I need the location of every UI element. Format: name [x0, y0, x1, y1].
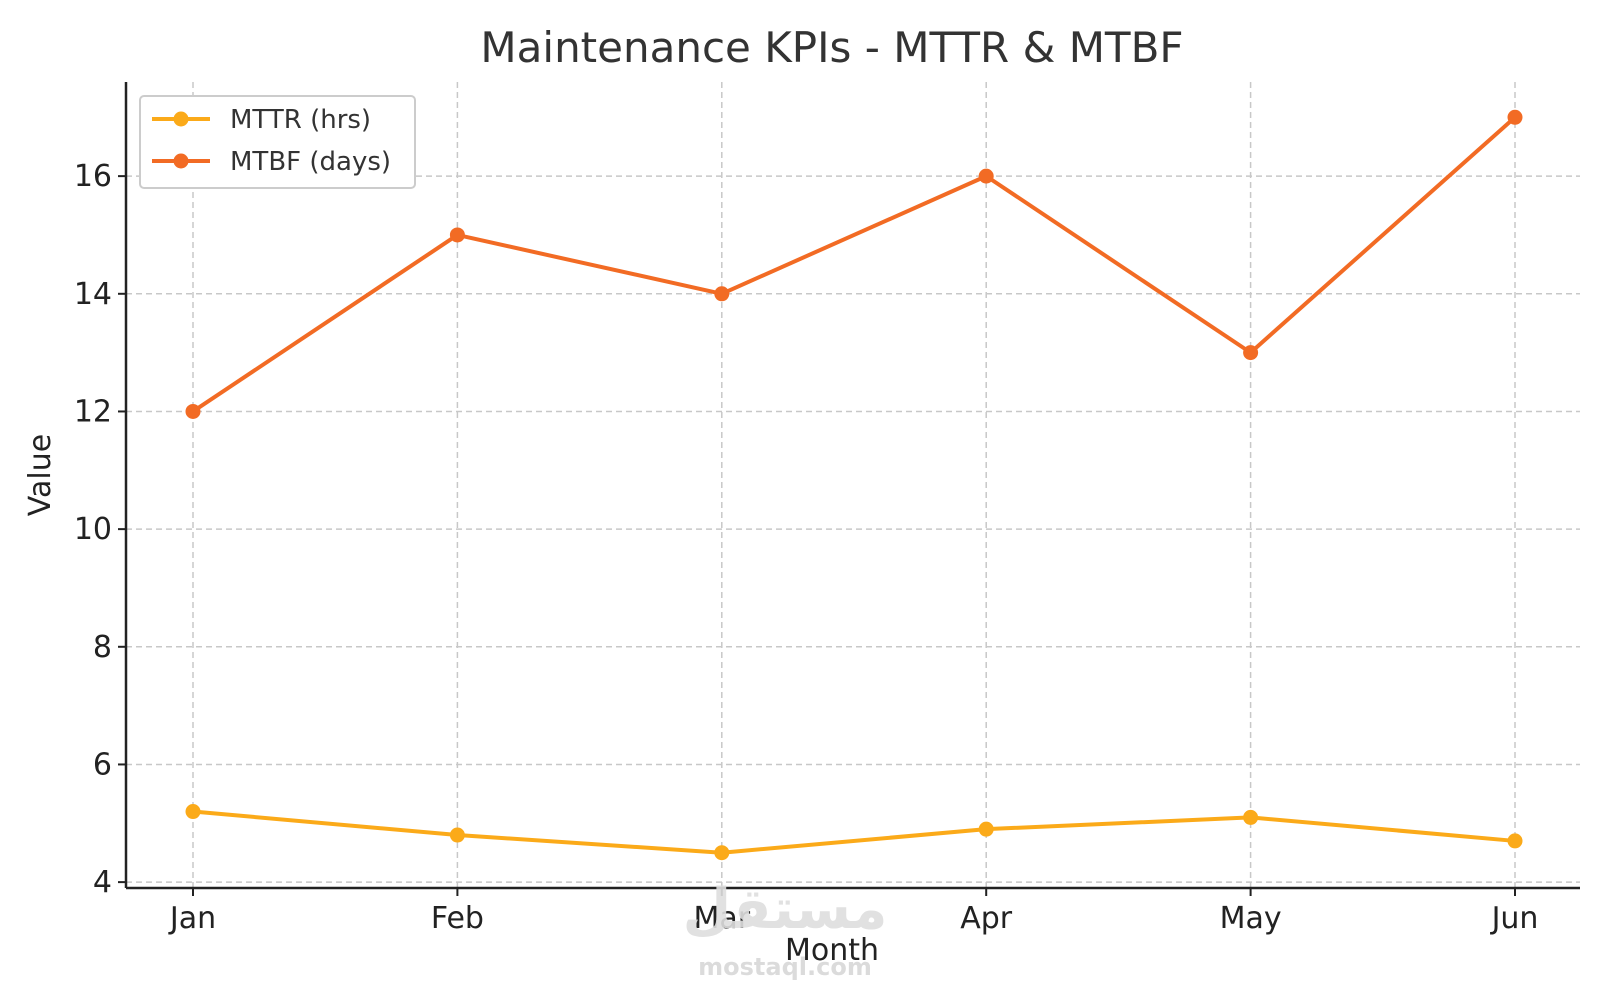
series-lines	[185, 109, 1523, 861]
x-axis-label: Month	[785, 933, 879, 968]
x-tick-label: Mar	[693, 901, 750, 936]
data-point-mttr-hrs	[1243, 809, 1259, 825]
y-tick-label: 10	[74, 512, 112, 547]
legend-label-mttr-hrs: MTTR (hrs)	[230, 105, 371, 135]
y-tick-label: 8	[93, 630, 112, 665]
y-tick-label: 16	[74, 159, 112, 194]
axes: Jan Feb Mar Apr May Jun 4 6 8 10 12 14 16	[74, 82, 1580, 936]
legend: MTTR (hrs) MTBF (days)	[139, 95, 416, 189]
legend-marker-mtbf-days	[173, 153, 189, 169]
data-point-mtbf-days	[1243, 345, 1259, 361]
x-tick-label: May	[1220, 901, 1282, 936]
legend-label-mtbf-days: MTBF (days)	[230, 147, 391, 177]
data-point-mtbf-days	[185, 403, 201, 419]
y-tick-label: 4	[93, 865, 112, 900]
data-point-mttr-hrs	[714, 845, 730, 861]
data-point-mttr-hrs	[449, 827, 465, 843]
series-line-mtbf-days	[191, 115, 1517, 414]
data-point-mtbf-days	[449, 227, 465, 243]
chart-title: Maintenance KPIs - MTTR & MTBF	[480, 23, 1183, 72]
y-axis-label: Value	[23, 434, 58, 516]
x-tick-label: Jun	[1490, 901, 1539, 936]
watermark-logo: مستقل	[683, 877, 888, 942]
y-tick-label: 12	[74, 394, 112, 429]
data-point-mttr-hrs	[185, 804, 201, 820]
data-point-mtbf-days	[1507, 109, 1523, 125]
x-tick-label: Apr	[960, 901, 1013, 936]
data-point-mttr-hrs	[1507, 833, 1523, 849]
data-point-mttr-hrs	[978, 821, 994, 837]
data-point-mtbf-days	[978, 168, 994, 184]
y-tick-label: 14	[74, 277, 112, 312]
legend-marker-mttr-hrs	[173, 111, 189, 127]
x-tick-label: Feb	[431, 901, 484, 936]
grid	[126, 82, 1580, 888]
x-tick-label: Jan	[168, 901, 216, 936]
data-point-mtbf-days	[714, 286, 730, 302]
y-tick-label: 6	[93, 747, 112, 782]
series-line-mttr-hrs	[192, 809, 1516, 855]
watermark: مستقل mostaql.com	[683, 877, 888, 981]
watermark-text: mostaql.com	[698, 953, 872, 981]
